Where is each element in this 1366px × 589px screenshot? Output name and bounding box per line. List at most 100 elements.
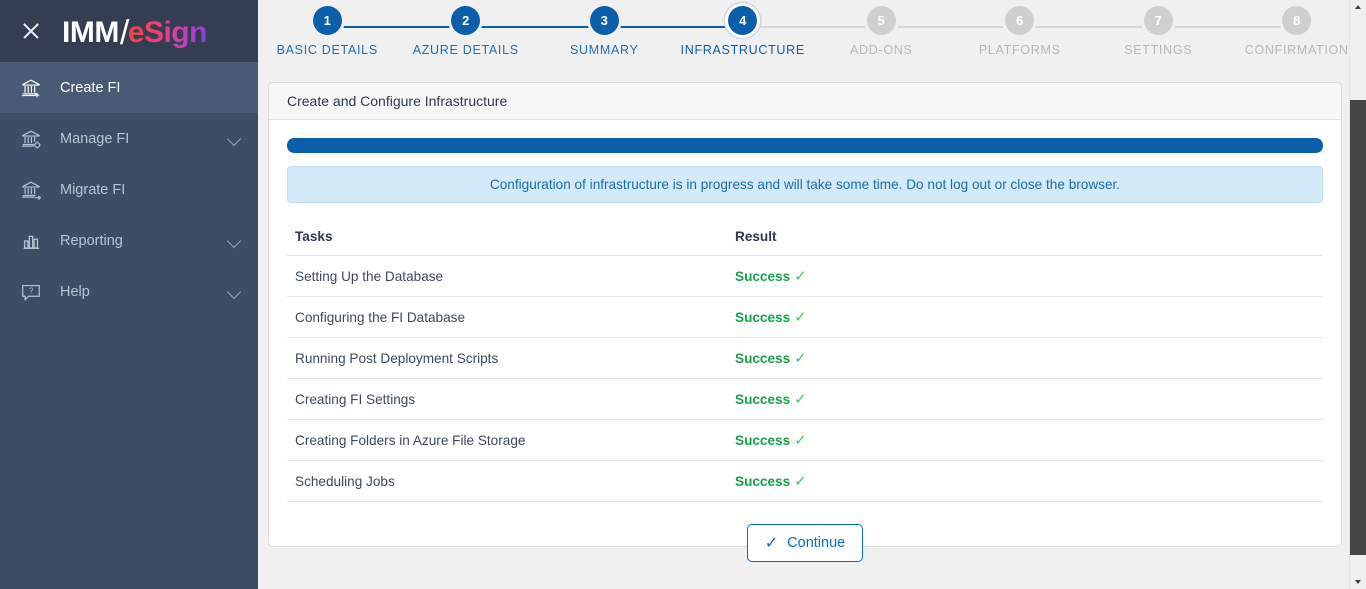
step-basic-details[interactable]: 1 BASIC DETAILS (258, 6, 397, 57)
wizard-stepper: 1 BASIC DETAILS 2 AZURE DETAILS 3 SUMMAR… (258, 0, 1366, 68)
table-row: Configuring the FI Database Success ✓ (287, 296, 1323, 338)
sidebar-item-create-fi[interactable]: Create FI (0, 62, 258, 113)
step-add-ons[interactable]: 5 ADD-ONS (742, 6, 951, 57)
task-name: Creating Folders in Azure File Storage (287, 419, 727, 461)
check-icon: ✓ (794, 391, 807, 408)
step-connector (1019, 26, 1159, 28)
page-scrollbar-thumb[interactable] (1350, 100, 1366, 555)
task-result: Success ✓ (727, 460, 1323, 502)
sidebar: IMM / eSign Create FI (0, 0, 258, 589)
step-summary[interactable]: 3 SUMMARY (465, 6, 674, 57)
status-badge: Success (735, 433, 791, 448)
task-result: Success ✓ (727, 337, 1323, 379)
sidebar-item-label: Manage FI (60, 130, 130, 147)
step-number: 4 (728, 6, 758, 35)
stepper-steps: 1 BASIC DETAILS 2 AZURE DETAILS 3 SUMMAR… (258, 0, 1366, 57)
page-scrollbar[interactable] (1349, 0, 1366, 589)
step-number: 6 (1005, 6, 1035, 35)
sidebar-nav: Create FI Manage FI (0, 62, 258, 317)
chevron-down-icon[interactable] (228, 285, 242, 299)
task-result: Success ✓ (727, 419, 1323, 461)
step-connector (604, 26, 743, 28)
sidebar-item-help[interactable]: ? Help (0, 266, 258, 317)
check-icon: ✓ (794, 350, 807, 367)
task-result: Success ✓ (727, 296, 1323, 338)
step-azure-details[interactable]: 2 AZURE DETAILS (327, 6, 536, 57)
info-alert: Configuration of infrastructure is in pr… (287, 166, 1323, 203)
step-connector (742, 26, 882, 28)
infrastructure-card: Create and Configure Infrastructure Conf… (268, 82, 1342, 562)
scroll-down-arrow-icon[interactable] (1350, 575, 1366, 589)
tasks-table-body: Setting Up the Database Success ✓ Configu… (287, 255, 1323, 502)
step-number: 1 (312, 6, 342, 35)
table-row: Running Post Deployment Scripts Success ✓ (287, 337, 1323, 379)
status-badge: Success (735, 392, 791, 407)
step-platforms[interactable]: 6 PLATFORMS (881, 6, 1090, 57)
sidebar-item-label: Migrate FI (60, 181, 126, 198)
sidebar-item-label: Reporting (60, 232, 123, 249)
step-label: SUMMARY (569, 43, 639, 57)
status-badge: Success (735, 269, 791, 284)
app-logo: IMM / eSign (62, 14, 208, 52)
sidebar-item-manage-fi[interactable]: Manage FI (0, 113, 258, 164)
sidebar-header: IMM / eSign (0, 0, 258, 62)
task-name: Configuring the FI Database (287, 296, 727, 338)
bank-arrow-icon (16, 179, 46, 201)
task-result: Success ✓ (727, 378, 1323, 420)
table-header-row: Tasks Result (287, 221, 1323, 256)
status-badge: Success (735, 351, 791, 366)
step-label: ADD-ONS (849, 43, 913, 57)
table-row: Setting Up the Database Success ✓ (287, 255, 1323, 297)
step-number: 7 (1143, 6, 1173, 35)
bank-plus-icon (16, 77, 46, 99)
step-label: PLATFORMS (978, 43, 1061, 57)
continue-button-label: Continue (787, 535, 846, 551)
sidebar-item-migrate-fi[interactable]: Migrate FI (0, 164, 258, 215)
step-label: BASIC DETAILS (276, 43, 378, 57)
step-number: 2 (451, 6, 481, 35)
column-header-tasks: Tasks (287, 221, 727, 256)
task-result: Success ✓ (727, 255, 1323, 297)
table-row: Creating FI Settings Success ✓ (287, 378, 1323, 420)
close-icon[interactable] (18, 18, 44, 44)
chevron-down-icon[interactable] (228, 132, 242, 146)
step-label: INFRASTRUCTURE (680, 43, 805, 57)
tasks-table-head: Tasks Result (287, 221, 1323, 256)
step-label: AZURE DETAILS (412, 43, 519, 57)
progress-bar-fill (287, 138, 1323, 153)
sidebar-item-label: Help (60, 283, 90, 300)
logo-text-imm: IMM (62, 16, 119, 49)
card-body: Configuration of infrastructure is in pr… (269, 120, 1341, 562)
step-label: SETTINGS (1124, 43, 1193, 57)
bar-chart-icon (16, 230, 46, 252)
check-icon: ✓ (794, 309, 807, 326)
step-number: 5 (866, 6, 896, 35)
step-number: 3 (589, 6, 619, 35)
chevron-down-icon[interactable] (228, 234, 242, 248)
task-name: Running Post Deployment Scripts (287, 337, 727, 379)
table-row: Creating Folders in Azure File Storage S… (287, 419, 1323, 461)
check-icon: ✓ (794, 473, 807, 490)
progress-bar (287, 138, 1323, 153)
logo-slash: / (119, 14, 129, 52)
continue-button[interactable]: ✓ Continue (746, 524, 864, 562)
question-bubble-icon: ? (16, 281, 46, 303)
status-badge: Success (735, 474, 791, 489)
check-icon: ✓ (794, 432, 807, 449)
table-row: Scheduling Jobs Success ✓ (287, 460, 1323, 502)
scroll-up-arrow-icon[interactable] (1350, 0, 1366, 14)
tasks-table: Tasks Result Setting Up the Database Suc… (287, 221, 1323, 502)
logo-text-esign: eSign (127, 16, 208, 49)
sidebar-item-reporting[interactable]: Reporting (0, 215, 258, 266)
column-header-result: Result (727, 221, 1323, 256)
step-number: 8 (1282, 6, 1312, 35)
step-label: CONFIRMATION (1244, 43, 1349, 57)
step-infrastructure[interactable]: 4 INFRASTRUCTURE (604, 6, 813, 57)
task-name: Setting Up the Database (287, 255, 727, 297)
main-content: 1 BASIC DETAILS 2 AZURE DETAILS 3 SUMMAR… (258, 0, 1366, 589)
step-confirmation[interactable]: 8 CONFIRMATION (1158, 6, 1366, 57)
task-name: Scheduling Jobs (287, 460, 727, 502)
step-settings[interactable]: 7 SETTINGS (1019, 6, 1228, 57)
status-badge: Success (735, 310, 791, 325)
